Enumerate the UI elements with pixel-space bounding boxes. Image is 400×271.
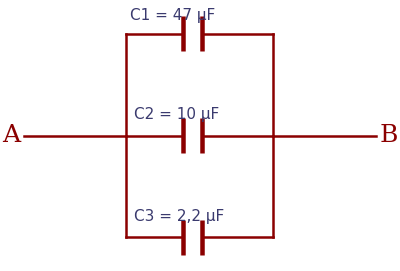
- Text: C2 = 10 μF: C2 = 10 μF: [134, 107, 219, 122]
- Text: A: A: [2, 124, 20, 147]
- Text: C1 = 47 μF: C1 = 47 μF: [130, 8, 216, 23]
- Text: C3 = 2,2 μF: C3 = 2,2 μF: [134, 209, 224, 224]
- Text: B: B: [380, 124, 398, 147]
